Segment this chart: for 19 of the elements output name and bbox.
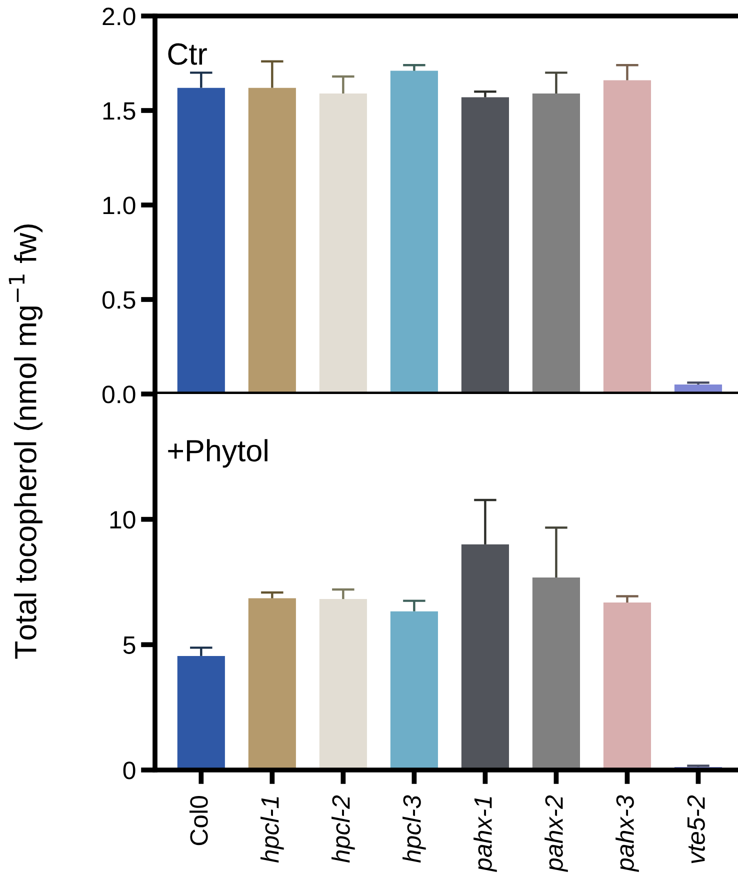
y-tick-label: 0.0 [102, 386, 136, 404]
annotation: +Phytol [168, 439, 268, 468]
annotation: Ctr [168, 43, 207, 65]
y-tick-label: 2.0 [102, 8, 136, 26]
x-tick-label: hpcl-3 [402, 795, 426, 863]
y-tick-label: 0.5 [102, 291, 136, 309]
y-axis-title: Total tocopherol (nmol mg$^{−1}$ fw) [8, 224, 43, 659]
x-tick-label: pahx-1 [474, 797, 497, 872]
y-tick-label: 10 [110, 510, 136, 529]
y-tick-label: 1.0 [103, 196, 136, 214]
x-tick-label: pahx-3 [616, 795, 639, 872]
x-tick-label: hpcl-2 [332, 795, 355, 863]
x-tick-label: hpcl-1 [260, 797, 284, 863]
y-tick-label: 1.5 [103, 102, 136, 120]
x-tick-label: Col0 [190, 796, 208, 846]
x-tick-label: pahx-2 [544, 795, 568, 872]
x-tick-label: vte5-2 [687, 795, 705, 864]
y-tick-label: 0 [123, 762, 136, 780]
y-tick-label: 5 [123, 636, 136, 654]
